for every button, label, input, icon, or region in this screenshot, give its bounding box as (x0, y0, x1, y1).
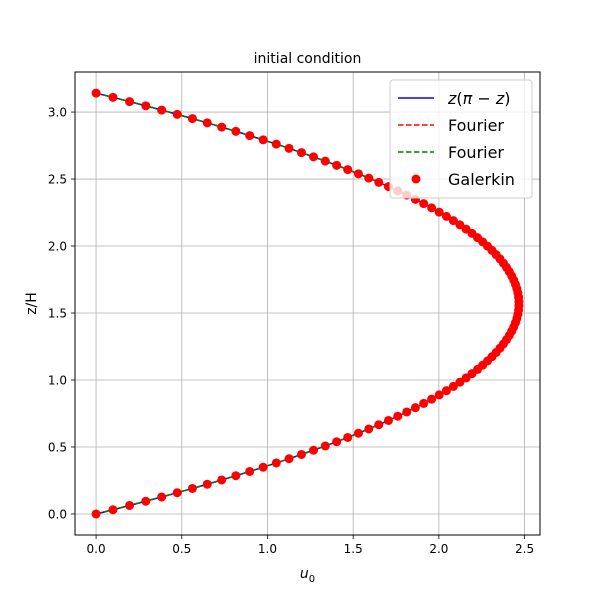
legend-box (389, 79, 533, 199)
galerkin-point (419, 199, 429, 209)
galerkin-point (427, 203, 437, 213)
galerkin-point (202, 118, 212, 128)
galerkin-point (343, 432, 353, 442)
galerkin-point (258, 135, 268, 145)
galerkin-point (284, 454, 294, 464)
galerkin-point (419, 398, 429, 408)
legend-label-galerkin: Galerkin (448, 170, 515, 189)
galerkin-point (434, 207, 444, 217)
galerkin-point (434, 390, 444, 400)
galerkin-point (448, 381, 458, 391)
galerkin-point (125, 500, 135, 510)
y-ticks: 0.0 0.5 1.0 1.5 2.0 2.5 3.0 (48, 106, 75, 521)
x-axis-title-main: u (300, 566, 309, 582)
x-tick-label: 1.5 (344, 542, 363, 556)
galerkin-point (91, 509, 101, 519)
galerkin-point (172, 109, 182, 119)
galerkin-point (410, 403, 420, 413)
y-tick-label: 2.5 (48, 173, 67, 187)
galerkin-point (157, 105, 167, 115)
galerkin-point (353, 169, 363, 179)
galerkin-point (217, 475, 227, 485)
galerkin-point (284, 143, 294, 153)
galerkin-point (187, 483, 197, 493)
galerkin-point (245, 131, 255, 141)
galerkin-point (320, 441, 330, 451)
x-tick-label: 2.0 (429, 542, 448, 556)
y-tick-label: 1.5 (48, 307, 67, 321)
x-axis-title-subscript: 0 (309, 574, 315, 585)
galerkin-point (141, 496, 151, 506)
galerkin-point (309, 152, 319, 162)
x-tick-label: 1.0 (258, 542, 277, 556)
galerkin-point (455, 220, 465, 230)
x-tick-label: 2.5 (515, 542, 534, 556)
y-tick-label: 0.5 (48, 440, 67, 454)
galerkin-point (172, 488, 182, 498)
x-axis-title: u0 (300, 566, 315, 585)
galerkin-point (353, 428, 363, 438)
galerkin-point (108, 92, 118, 102)
galerkin-point (364, 173, 374, 183)
galerkin-point (296, 449, 306, 459)
galerkin-point (364, 424, 374, 434)
legend-swatch-galerkin (411, 174, 421, 184)
y-tick-label: 3.0 (48, 106, 67, 120)
galerkin-point (393, 411, 403, 421)
x-ticks: 0.0 0.5 1.0 1.5 2.0 2.5 (87, 535, 534, 556)
galerkin-point (202, 479, 212, 489)
galerkin-point (231, 471, 241, 481)
galerkin-point (332, 160, 342, 170)
galerkin-point (374, 177, 384, 187)
galerkin-point (187, 114, 197, 124)
galerkin-point (258, 462, 268, 472)
galerkin-point (309, 445, 319, 455)
axes-frame (74, 71, 541, 536)
galerkin-point (332, 437, 342, 447)
galerkin-point (320, 156, 330, 166)
legend: z(π − z) Fourier Fourier Galerkin (389, 79, 533, 199)
legend-label-fourier-green: Fourier (448, 143, 504, 162)
galerkin-point (231, 126, 241, 136)
x-tick-label: 0.5 (172, 542, 191, 556)
galerkin-point (448, 216, 458, 226)
y-tick-label: 0.0 (48, 507, 67, 521)
galerkin-point (296, 148, 306, 158)
galerkin-point (141, 101, 151, 111)
legend-label-analytic: z(π − z) (447, 89, 511, 108)
y-axis-title: z/H (24, 292, 40, 315)
y-tick-label: 2.0 (48, 240, 67, 254)
galerkin-point (217, 122, 227, 132)
galerkin-point (271, 458, 281, 468)
grid (75, 72, 540, 535)
galerkin-point (91, 88, 101, 98)
legend-label-fourier-red: Fourier (448, 116, 504, 135)
galerkin-point (374, 420, 384, 430)
galerkin-point (441, 386, 451, 396)
chart-title: initial condition (254, 51, 362, 67)
galerkin-point (441, 211, 451, 221)
plot-series-group (91, 88, 524, 519)
x-tick-label: 0.0 (87, 542, 106, 556)
galerkin-point (427, 394, 437, 404)
galerkin-point (271, 139, 281, 149)
galerkin-point (383, 415, 393, 425)
galerkin-point (108, 505, 118, 515)
galerkin-point (245, 466, 255, 476)
galerkin-point (402, 407, 412, 417)
galerkin-point (125, 97, 135, 107)
galerkin-point (343, 165, 353, 175)
y-tick-label: 1.0 (48, 373, 67, 387)
galerkin-point (157, 492, 167, 502)
